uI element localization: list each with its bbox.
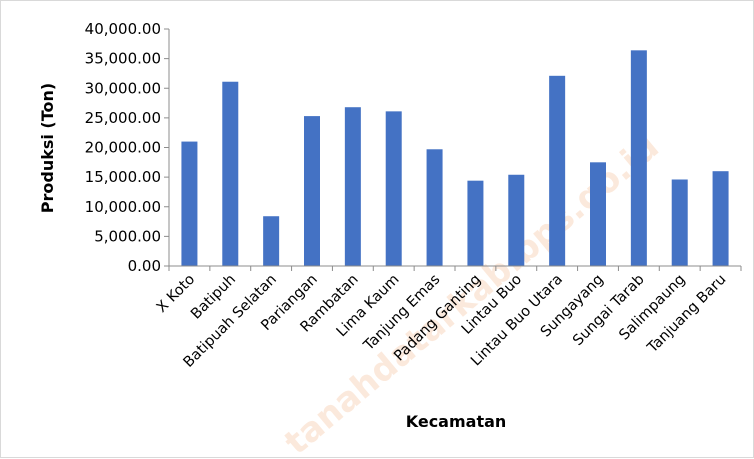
y-tick-label: 15,000.00 bbox=[85, 168, 161, 186]
bar bbox=[222, 81, 239, 266]
y-tick-label: 10,000.00 bbox=[85, 198, 161, 216]
y-ticks-group: 0.00 5,000.00 10,000.00 15,000.00 20,000.00 2… bbox=[85, 20, 169, 275]
y-tick-label: 5,000.00 bbox=[94, 227, 161, 245]
y-tick-label: 40,000.00 bbox=[85, 20, 161, 38]
bar bbox=[712, 171, 729, 266]
x-tick-label: Sungai Tarab bbox=[570, 272, 648, 350]
bar bbox=[508, 174, 525, 266]
bar bbox=[385, 111, 402, 266]
bar bbox=[467, 180, 484, 266]
y-tick-label: 30,000.00 bbox=[85, 79, 161, 97]
y-tick-label: 25,000.00 bbox=[85, 109, 161, 127]
bar bbox=[304, 116, 320, 266]
y-axis-title: Produksi (Ton) bbox=[38, 83, 57, 213]
bar bbox=[181, 141, 198, 266]
bars-group bbox=[181, 50, 729, 267]
y-tick-label: 20,000.00 bbox=[85, 139, 161, 157]
y-tick-label: 35,000.00 bbox=[85, 50, 161, 68]
bar bbox=[426, 149, 443, 266]
bar bbox=[671, 179, 688, 266]
x-axis-title: Kecamatan bbox=[406, 412, 507, 431]
bar bbox=[630, 50, 647, 266]
bar bbox=[344, 107, 361, 267]
y-tick-label: 0.00 bbox=[128, 257, 161, 275]
bar bbox=[263, 216, 280, 266]
bar bbox=[590, 162, 606, 266]
bar bbox=[549, 75, 566, 267]
